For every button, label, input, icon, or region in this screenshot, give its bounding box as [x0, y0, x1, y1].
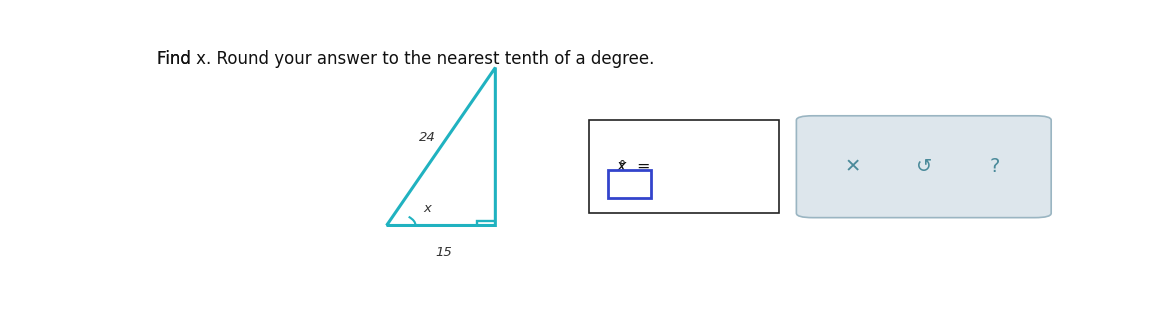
- Text: 15: 15: [435, 246, 452, 259]
- Bar: [589, 120, 779, 213]
- Text: Find x. Round your answer to the nearest tenth of a degree.: Find x. Round your answer to the nearest…: [157, 50, 654, 68]
- FancyBboxPatch shape: [797, 116, 1051, 218]
- Text: Find: Find: [157, 50, 197, 68]
- Text: ↺: ↺: [916, 157, 932, 176]
- Text: $x$  =: $x$ =: [615, 159, 649, 174]
- Text: °: °: [619, 160, 626, 174]
- Text: ?: ?: [990, 157, 1000, 176]
- Bar: [607, 170, 652, 198]
- Text: $x$: $x$: [422, 202, 433, 215]
- Text: ✕: ✕: [845, 157, 861, 176]
- Text: 24: 24: [419, 131, 435, 144]
